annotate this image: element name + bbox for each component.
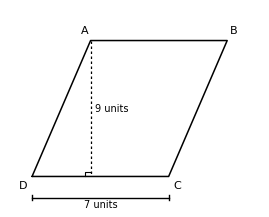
Text: C: C xyxy=(174,181,181,191)
Text: A: A xyxy=(81,26,89,36)
Text: B: B xyxy=(230,26,238,36)
Text: D: D xyxy=(19,181,27,191)
Text: 7 units: 7 units xyxy=(84,200,117,210)
Text: 9 units: 9 units xyxy=(95,104,129,113)
